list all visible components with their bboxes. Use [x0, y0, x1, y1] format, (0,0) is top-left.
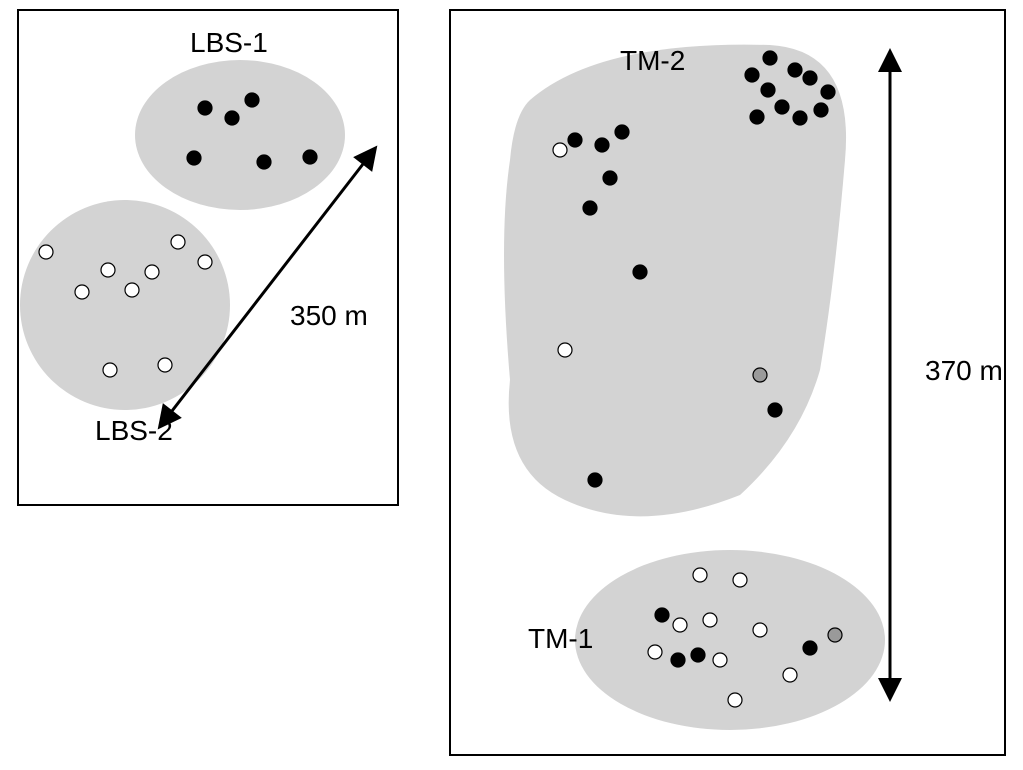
data-point: [821, 85, 835, 99]
region-label: LBS-2: [95, 415, 173, 446]
data-point: [745, 68, 759, 82]
data-point: [39, 245, 53, 259]
data-point: [558, 343, 572, 357]
data-point: [75, 285, 89, 299]
data-point: [671, 653, 685, 667]
data-point: [750, 110, 764, 124]
data-point: [655, 608, 669, 622]
region-lbs-1: [135, 60, 345, 210]
data-point: [673, 618, 687, 632]
data-point: [693, 568, 707, 582]
data-point: [814, 103, 828, 117]
data-point: [803, 71, 817, 85]
data-point: [615, 125, 629, 139]
data-point: [763, 51, 777, 65]
region-label: TM-2: [620, 45, 685, 76]
data-point: [553, 143, 567, 157]
data-point: [303, 150, 317, 164]
data-point: [171, 235, 185, 249]
diagram-canvas: LBS-1 LBS-2 350 m TM-2 TM-1 370 m: [0, 0, 1023, 770]
data-point: [198, 101, 212, 115]
data-point: [775, 100, 789, 114]
data-point: [713, 653, 727, 667]
data-point: [245, 93, 259, 107]
data-point: [828, 628, 842, 642]
data-point: [783, 668, 797, 682]
data-point: [648, 645, 662, 659]
data-point: [691, 648, 705, 662]
data-point: [703, 613, 717, 627]
data-point: [803, 641, 817, 655]
region-label: TM-1: [528, 623, 593, 654]
data-point: [101, 263, 115, 277]
data-point: [753, 623, 767, 637]
right-panel: TM-2 TM-1 370 m: [450, 10, 1005, 755]
data-point: [225, 111, 239, 125]
data-point: [788, 63, 802, 77]
data-point: [761, 83, 775, 97]
scale-label: 350 m: [290, 300, 368, 331]
data-point: [753, 368, 767, 382]
data-point: [588, 473, 602, 487]
data-point: [145, 265, 159, 279]
data-point: [733, 573, 747, 587]
data-point: [603, 171, 617, 185]
data-point: [568, 133, 582, 147]
data-point: [793, 111, 807, 125]
scale-label: 370 m: [925, 355, 1003, 386]
data-point: [583, 201, 597, 215]
data-point: [768, 403, 782, 417]
data-point: [187, 151, 201, 165]
data-point: [633, 265, 647, 279]
data-point: [595, 138, 609, 152]
region-label: LBS-1: [190, 27, 268, 58]
left-panel: LBS-1 LBS-2 350 m: [18, 10, 398, 505]
data-point: [158, 358, 172, 372]
data-point: [728, 693, 742, 707]
data-point: [198, 255, 212, 269]
data-point: [125, 283, 139, 297]
data-point: [257, 155, 271, 169]
data-point: [103, 363, 117, 377]
